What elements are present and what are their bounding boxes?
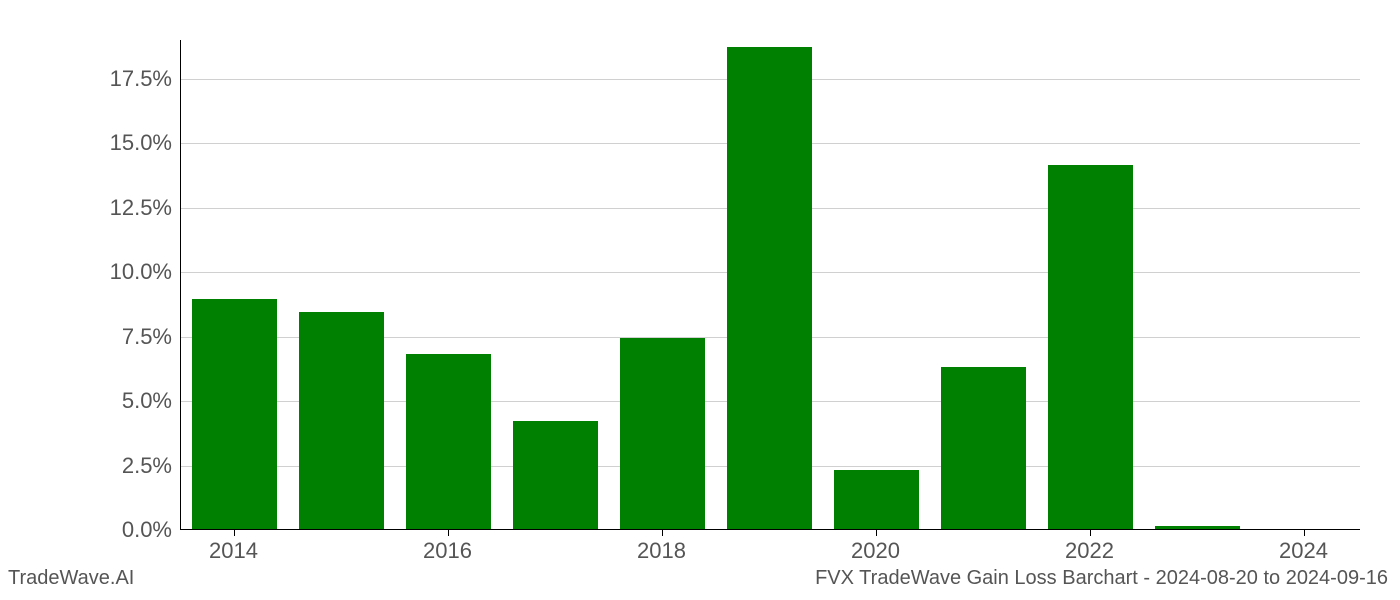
xtick-mark: [1090, 530, 1091, 536]
bar-2021: [941, 367, 1026, 529]
xtick-mark: [234, 530, 235, 536]
chart-plot-area: [180, 40, 1360, 530]
xtick-label: 2020: [851, 538, 900, 564]
bar-2016: [406, 354, 491, 529]
bar-2018: [620, 338, 705, 529]
bar-2015: [299, 312, 384, 529]
ytick-label: 5.0%: [72, 388, 172, 414]
xtick-label: 2014: [209, 538, 258, 564]
ytick-label: 17.5%: [72, 66, 172, 92]
footer-right-label: FVX TradeWave Gain Loss Barchart - 2024-…: [815, 567, 1388, 590]
bar-2014: [192, 299, 277, 529]
bar-2019: [727, 47, 812, 529]
xtick-mark: [876, 530, 877, 536]
bar-2017: [513, 421, 598, 529]
footer-left-label: TradeWave.AI: [8, 567, 134, 590]
xtick-mark: [448, 530, 449, 536]
ytick-label: 0.0%: [72, 517, 172, 543]
bar-2020: [834, 470, 919, 529]
xtick-label: 2018: [637, 538, 686, 564]
ytick-label: 15.0%: [72, 130, 172, 156]
xtick-label: 2016: [423, 538, 472, 564]
ytick-label: 7.5%: [72, 324, 172, 350]
xtick-label: 2024: [1279, 538, 1328, 564]
ytick-label: 12.5%: [72, 195, 172, 221]
ytick-label: 10.0%: [72, 259, 172, 285]
plot-area: [180, 40, 1360, 530]
bar-2022: [1048, 165, 1133, 529]
xtick-mark: [1304, 530, 1305, 536]
xtick-label: 2022: [1065, 538, 1114, 564]
ytick-label: 2.5%: [72, 453, 172, 479]
bar-2023: [1155, 526, 1240, 529]
xtick-mark: [662, 530, 663, 536]
